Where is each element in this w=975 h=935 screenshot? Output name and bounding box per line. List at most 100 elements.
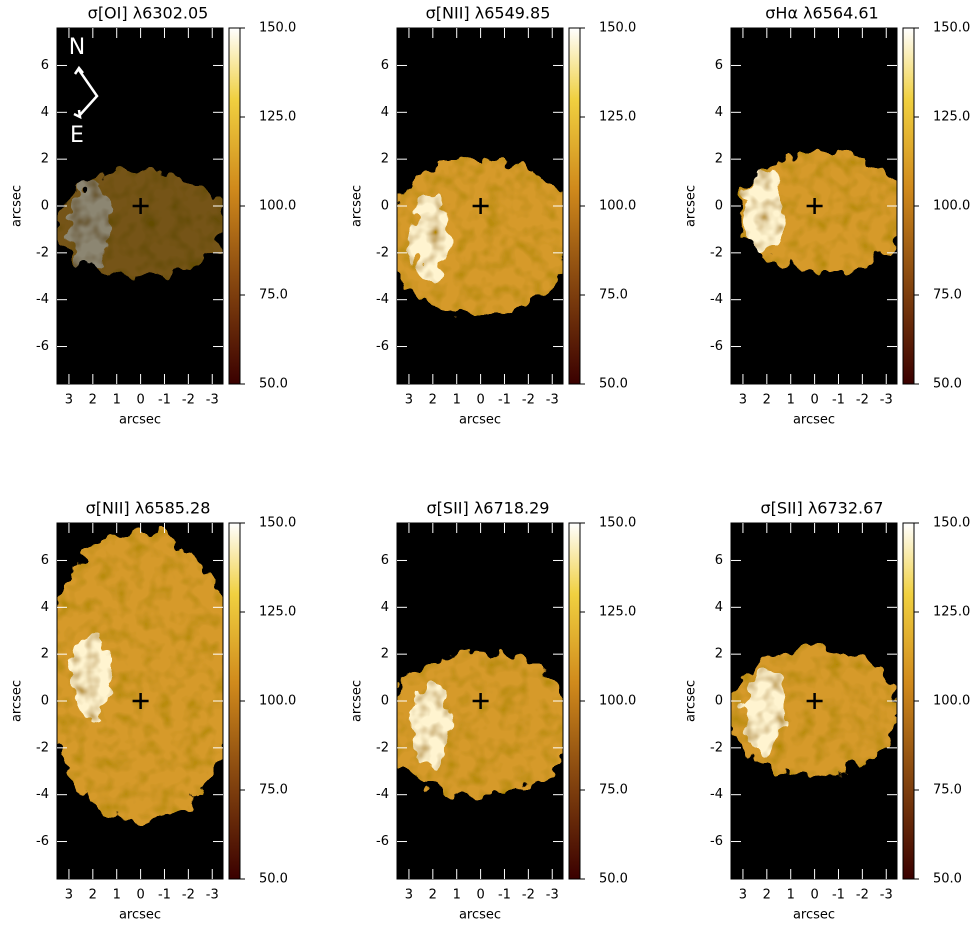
emission-texture [739,151,905,272]
bright-region [410,194,450,279]
x-tick-label: -1 [158,393,171,408]
compass-label: N [69,35,85,60]
emission-texture [44,530,237,822]
chart-title: σ[NII] λ6585.28 [86,499,211,518]
x-tick-label: 2 [89,393,97,408]
y-tick-label: 6 [381,58,389,73]
y-tick-label: -2 [710,245,723,260]
y-tick-label: 0 [715,694,723,709]
x-tick-label: 0 [476,393,484,408]
x-tick-label: 0 [136,393,144,408]
x-tick-label: -1 [832,393,845,408]
colorbar-tick-label: 100.0 [259,694,296,709]
colorbar-tick-label: 100.0 [933,199,970,214]
y-tick-label: -2 [36,245,49,260]
x-axis-label: arcsec [119,908,161,923]
chart-title: σ[SII] λ6718.29 [427,499,550,518]
y-tick-label: -4 [376,787,389,802]
x-tick-label: 3 [65,393,73,408]
chart-title: σ[OI] λ6302.05 [88,4,209,23]
y-tick-label: -6 [36,339,49,354]
colorbar-tick-label: 50.0 [933,872,962,887]
colorbar-tick-label: 125.0 [259,110,296,125]
y-tick-label: -4 [36,787,49,802]
emission [57,170,223,277]
x-tick-label: 3 [405,393,413,408]
y-tick-label: 4 [715,105,723,120]
x-tick-label: 0 [810,393,818,408]
x-tick-label: 2 [429,393,437,408]
y-tick-label: -4 [36,292,49,307]
x-tick-label: -2 [522,393,535,408]
x-tick-label: -3 [206,888,219,903]
emission [44,530,237,822]
emission [384,653,577,795]
y-tick-label: 6 [41,58,49,73]
x-tick-label: 1 [453,888,461,903]
y-tick-label: -2 [376,740,389,755]
y-tick-label: -4 [710,787,723,802]
y-tick-label: 2 [715,647,723,662]
y-tick-label: 4 [715,600,723,615]
bright-region [70,181,110,266]
x-tick-label: -3 [880,393,893,408]
x-tick-label: 1 [453,393,461,408]
x-axis-label: arcsec [119,413,161,428]
colorbar [903,28,914,384]
x-tick-label: 1 [787,393,795,408]
colorbar [569,28,580,384]
x-tick-label: 3 [65,888,73,903]
x-axis-label: arcsec [793,413,835,428]
chart-title: σ[SII] λ6732.67 [761,499,884,518]
y-tick-label: 0 [41,199,49,214]
colorbar-tick-label: 125.0 [933,110,970,125]
bright-region [410,681,450,766]
colorbar [229,28,240,384]
y-tick-label: -6 [710,339,723,354]
x-tick-label: 2 [89,888,97,903]
emission-texture [728,648,901,776]
y-axis-label: arcsec [350,680,365,722]
x-tick-label: 1 [113,888,121,903]
colorbar [903,523,914,879]
y-tick-label: 6 [381,553,389,568]
x-tick-label: -3 [206,393,219,408]
x-tick-label: 2 [763,888,771,903]
x-tick-label: 3 [405,888,413,903]
y-tick-label: 4 [381,600,389,615]
compass-label: E [70,123,84,148]
colorbar-tick-label: 100.0 [599,694,636,709]
y-tick-label: 4 [41,105,49,120]
y-tick-label: 0 [381,694,389,709]
x-tick-label: -1 [498,888,511,903]
x-tick-label: 1 [787,888,795,903]
colorbar-tick-label: 75.0 [259,288,288,303]
x-axis-label: arcsec [459,908,501,923]
y-axis-label: arcsec [684,680,699,722]
y-tick-label: 6 [41,553,49,568]
x-tick-label: 2 [763,393,771,408]
chart-title: σ[NII] λ6549.85 [426,4,551,23]
y-tick-label: 0 [381,199,389,214]
bright-region [744,169,784,254]
x-axis-label: arcsec [459,413,501,428]
x-tick-label: -2 [182,888,195,903]
colorbar-tick-label: 125.0 [933,605,970,620]
bright-region [70,633,110,718]
colorbar-tick-label: 50.0 [599,377,628,392]
colorbar-tick-label: 150.0 [933,21,970,36]
y-tick-label: -4 [376,292,389,307]
colorbar-tick-label: 150.0 [599,21,636,36]
x-tick-label: -3 [880,888,893,903]
y-tick-label: -6 [376,339,389,354]
panel: 3210-1-2-3-6-4-20246σ[OI] λ6302.05arcsec… [10,4,297,428]
colorbar-tick-label: 75.0 [933,783,962,798]
emission-texture [384,653,577,795]
y-tick-label: 6 [715,553,723,568]
x-tick-label: -2 [856,393,869,408]
colorbar-tick-label: 100.0 [259,199,296,214]
x-tick-label: 1 [113,393,121,408]
